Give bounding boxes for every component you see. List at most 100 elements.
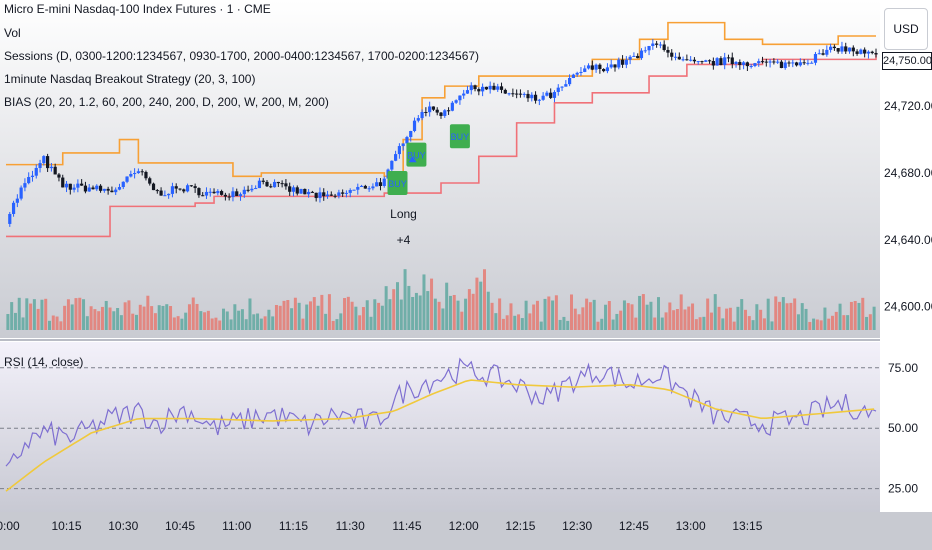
legend-volume[interactable]: Vol [4,26,21,40]
volume-bar [649,301,653,330]
candle-body [707,60,712,62]
volume-bar [85,316,89,330]
candle-body [655,43,659,45]
candle-body [329,194,333,196]
volume-bar [44,298,48,330]
volume-bar [596,321,600,330]
volume-bar [214,317,218,330]
candle-body [681,59,685,61]
candle-body [617,59,621,68]
candle-body [325,194,330,197]
candle-body [80,183,84,186]
candle-body [764,61,768,63]
volume-bar [528,313,532,330]
volume-bar [539,321,543,330]
volume-bar [116,308,120,330]
volume-bar [426,291,430,330]
candle-body [220,191,224,195]
volume-bar [732,321,736,330]
candle-body [742,62,746,65]
volume-bar [543,298,547,330]
candle-body [670,52,674,57]
candle-body [465,90,470,94]
candle-body [114,189,118,193]
lower-band-line [6,52,877,238]
time-tick-label: 10:45 [165,519,195,533]
volume-bar [460,311,464,330]
candle-body [874,53,878,55]
volume-bar [793,298,797,330]
time-tick-label: 11:30 [336,519,365,533]
volume-bar [554,295,558,330]
volume-bar [396,282,399,330]
volume-bar [21,317,25,330]
candle-body [473,85,477,90]
volume-bar [184,312,188,330]
candle-body [863,49,867,54]
volume-bar [831,315,834,330]
candle-body [30,175,35,178]
volume-bar [483,269,486,330]
volume-bar [486,291,490,330]
volume-bar [327,294,331,330]
volume-bar [717,306,721,330]
legend-bias[interactable]: BIAS (20, 20, 1.2, 60, 200, 240, 200, D,… [4,95,329,109]
volume-bar [513,315,517,330]
candle-body [148,178,152,184]
candle-body [772,61,776,63]
legend-strategy[interactable]: 1minute Nasdaq Breakout Strategy (20, 3,… [4,72,256,86]
volume-bar [846,315,850,330]
candle-body [666,50,670,53]
candle-body [307,191,311,195]
candle-body [602,69,606,72]
candle-body [647,46,651,51]
volume-bar [411,296,415,330]
candle-body [541,95,545,100]
volume-bar [48,320,51,330]
volume-bar [244,319,248,330]
volume-bar [218,320,222,330]
candle-body [98,185,103,191]
volume-bar [240,309,244,330]
candle-body [61,177,65,188]
legend-sessions[interactable]: Sessions (D, 0300-1200:1234567, 0930-170… [4,49,480,63]
candle-body [806,62,810,64]
candle-body [488,85,492,90]
volume-bar [40,299,44,330]
volume-bar [320,294,324,330]
time-tick-label: 10:30 [108,519,138,533]
candle-body [734,61,738,65]
volume-bar [861,297,865,330]
volume-bar [153,313,157,330]
candle-body [261,180,265,182]
candle-body [628,56,632,60]
currency-button[interactable]: USD [884,8,928,50]
volume-bar [407,285,411,330]
volume-bar [770,321,774,330]
candle-body [492,85,496,90]
candle-body [363,185,367,189]
candle-body [269,186,273,188]
volume-bar [437,301,441,330]
candle-body [348,189,352,193]
volume-bar [309,301,312,330]
candle-body [866,51,871,54]
candle-body [757,61,761,64]
rsi-legend[interactable]: RSI (14, close) [4,355,84,369]
candle-body [174,186,178,189]
volume-bar [180,318,184,330]
candle-body [579,71,583,73]
volume-bar [165,304,169,330]
volume-bar [267,309,271,330]
buy-signal-box [449,124,470,149]
candle-body [208,191,212,193]
candle-body [568,77,572,85]
volume-bar [709,312,713,330]
volume-bar [222,308,225,330]
volume-bar [573,308,577,330]
volume-bar [135,314,138,330]
volume-bar [638,295,642,330]
candle-body [439,112,443,116]
time-tick-label: 11:00 [222,519,251,533]
